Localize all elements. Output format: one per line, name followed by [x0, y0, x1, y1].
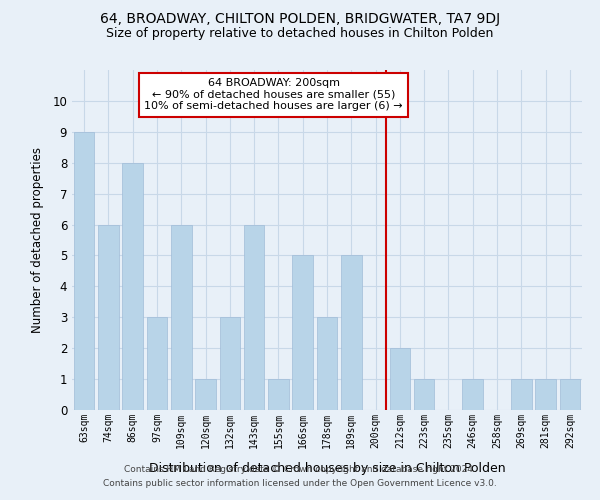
Bar	[98, 224, 119, 410]
Bar	[171, 224, 191, 410]
X-axis label: Distribution of detached houses by size in Chilton Polden: Distribution of detached houses by size …	[149, 462, 505, 475]
Bar	[414, 379, 434, 410]
Bar	[268, 379, 289, 410]
Bar	[535, 379, 556, 410]
Text: 64 BROADWAY: 200sqm
← 90% of detached houses are smaller (55)
10% of semi-detach: 64 BROADWAY: 200sqm ← 90% of detached ho…	[144, 78, 403, 112]
Text: Contains HM Land Registry data © Crown copyright and database right 2024.
Contai: Contains HM Land Registry data © Crown c…	[103, 466, 497, 487]
Bar	[195, 379, 216, 410]
Bar	[74, 132, 94, 410]
Bar	[292, 256, 313, 410]
Bar	[122, 162, 143, 410]
Bar	[244, 224, 265, 410]
Y-axis label: Number of detached properties: Number of detached properties	[31, 147, 44, 333]
Bar	[341, 256, 362, 410]
Bar	[220, 318, 240, 410]
Bar	[560, 379, 580, 410]
Bar	[389, 348, 410, 410]
Bar	[317, 318, 337, 410]
Text: 64, BROADWAY, CHILTON POLDEN, BRIDGWATER, TA7 9DJ: 64, BROADWAY, CHILTON POLDEN, BRIDGWATER…	[100, 12, 500, 26]
Bar	[511, 379, 532, 410]
Bar	[146, 318, 167, 410]
Bar	[463, 379, 483, 410]
Text: Size of property relative to detached houses in Chilton Polden: Size of property relative to detached ho…	[106, 28, 494, 40]
